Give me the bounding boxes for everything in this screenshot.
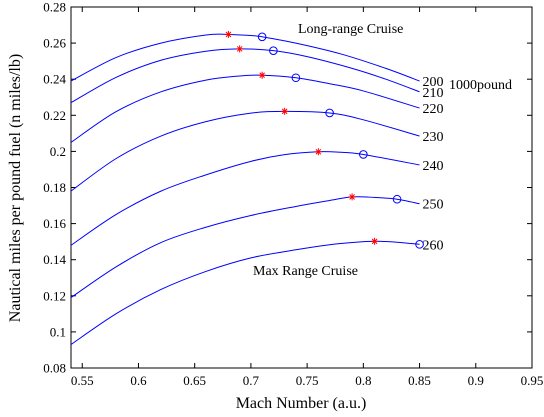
series-line-220	[70, 74, 420, 143]
x-tick-label: 0.7	[243, 373, 260, 388]
x-tick-label: 0.9	[468, 373, 484, 388]
x-tick-label: 0.65	[183, 373, 206, 388]
series-line-250	[70, 196, 420, 299]
max-range-marker-250	[348, 193, 356, 201]
max-range-marker-220	[258, 71, 266, 79]
max-range-marker-240	[314, 148, 322, 156]
series-label-210: 210	[423, 86, 444, 101]
long-range-marker-210	[269, 46, 278, 55]
x-tick-label: 0.75	[296, 373, 319, 388]
x-tick-label: 0.6	[130, 373, 147, 388]
long-range-marker-250	[392, 194, 402, 204]
max-range-marker-200	[224, 30, 232, 38]
series-line-230	[70, 110, 420, 192]
max-range-cruise-label: Max Range Cruise	[253, 264, 358, 279]
series-markers	[224, 30, 424, 249]
series-line-210	[70, 48, 420, 104]
long-range-marker-220	[291, 73, 301, 83]
y-tick-label: 0.18	[43, 180, 66, 195]
long-range-cruise-label: Long-range Cruise	[298, 22, 403, 37]
x-tick-label: 0.55	[71, 373, 94, 388]
series-label-220: 220	[423, 102, 444, 117]
y-tick-label: 0.26	[43, 36, 66, 51]
x-tick-label: 0.85	[408, 373, 431, 388]
x-axis-title: Mach Number (a.u.)	[236, 395, 367, 412]
plot-area-frame	[70, 6, 533, 369]
series-label-230: 230	[423, 130, 444, 145]
max-range-marker-260	[371, 237, 379, 245]
y-tick-label: 0.24	[43, 72, 66, 87]
y-tick-label: 0.12	[43, 288, 66, 303]
series-curves	[70, 33, 420, 345]
max-range-marker-230	[281, 107, 289, 115]
unit-label: 1000pound	[449, 78, 512, 93]
x-axis-ticks: 0.55 0.6 0.65 0.7 0.75 0.8 0.85 0.9 0.95	[71, 7, 544, 388]
y-tick-label: 0.2	[50, 144, 66, 159]
series-label-250: 250	[423, 198, 444, 213]
y-tick-label: 0.22	[43, 108, 66, 123]
y-tick-label: 0.08	[43, 361, 66, 376]
long-range-marker-230	[325, 108, 334, 118]
y-tick-label: 0.14	[43, 252, 66, 267]
x-tick-label: 0.95	[521, 373, 544, 388]
y-axis-ticks: 0.08 0.1 0.12 0.14 0.16 0.18 0.2 0.22 0.24 0.26 0.…	[43, 0, 532, 376]
series-line-240	[70, 151, 420, 246]
series-label-240: 240	[423, 159, 444, 174]
long-range-marker-260	[415, 240, 424, 249]
series-label-260: 260	[423, 238, 444, 253]
x-tick-label: 0.8	[355, 373, 371, 388]
max-range-marker-210	[236, 45, 244, 53]
y-axis-title: Nautical miles per pound fuel (n miles/l…	[7, 54, 24, 322]
y-tick-label: 0.16	[43, 216, 66, 231]
series-line-260	[70, 240, 420, 345]
series-label-200: 200	[423, 75, 444, 90]
long-range-marker-240	[359, 150, 368, 159]
y-tick-label: 0.28	[43, 0, 66, 15]
y-tick-label: 0.1	[50, 324, 66, 339]
series-line-200	[70, 33, 420, 82]
long-range-marker-200	[257, 32, 267, 42]
